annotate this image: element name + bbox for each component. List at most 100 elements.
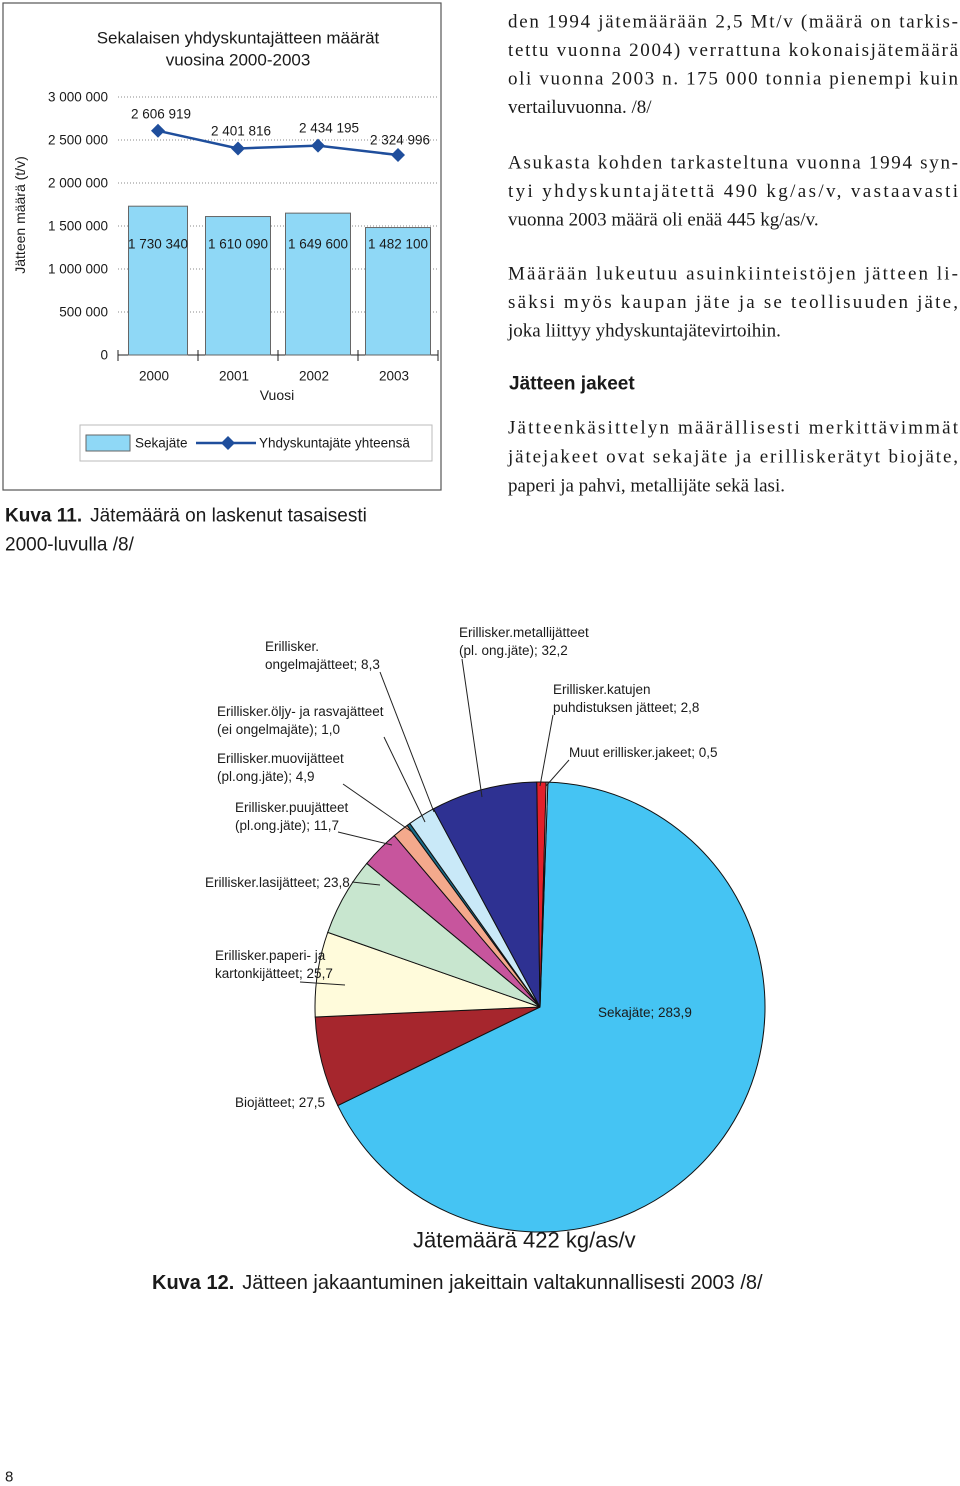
y-tick-label: 2 000 000 bbox=[48, 176, 108, 191]
leader-line bbox=[351, 881, 381, 886]
paragraph-line: oli vuonna 2003 n. 175 000 tonnia pienem… bbox=[508, 69, 959, 90]
paragraph-line: vertailuvuonna. /8/ bbox=[508, 97, 652, 118]
x-axis-label: Vuosi bbox=[260, 387, 295, 403]
legend-frame bbox=[79, 424, 433, 462]
leader-line bbox=[379, 671, 435, 813]
pie-label-line: Sekajäte; 283,9 bbox=[598, 1005, 692, 1020]
line-value-label: 2 434 195 bbox=[299, 121, 359, 136]
pie-label: Erillisker.lasijätteet; 23,8 bbox=[205, 875, 350, 890]
paragraph-line: paperi ja pahvi, metallijäte sekä lasi. bbox=[508, 476, 785, 497]
pie-label-line: Biojätteet; 27,5 bbox=[235, 1095, 325, 1110]
x-tick-label: 2002 bbox=[299, 369, 329, 384]
leader-line bbox=[337, 831, 393, 846]
y-tick-label: 2 500 000 bbox=[48, 133, 108, 148]
pie-label: Erillisker.katujen puhdistuksen jätteet; … bbox=[553, 682, 699, 715]
pie-label-line: puhdistuksen jätteet; 2,8 bbox=[553, 700, 699, 715]
y-tick-label: 1 000 000 bbox=[48, 262, 108, 277]
pie-label-line: ongelmajätteet; 8,3 bbox=[265, 657, 380, 672]
bar bbox=[128, 205, 188, 356]
legend-label: Yhdyskuntajäte yhteensä bbox=[259, 436, 410, 451]
line-value-label: 2 401 816 bbox=[211, 124, 271, 139]
pie-label: Erillisker. ongelmajätteet; 8,3 bbox=[265, 639, 380, 672]
bar bbox=[285, 212, 351, 356]
bar-value-label: 1 610 090 bbox=[208, 237, 268, 252]
line-marker bbox=[151, 123, 165, 138]
pie-slice bbox=[539, 781, 549, 1008]
legend-swatch bbox=[85, 434, 131, 452]
paragraph-line: Asukasta kohden tarkasteltuna vuonna 199… bbox=[508, 153, 958, 174]
bar bbox=[365, 227, 431, 356]
caption-text: Jätemäärä on laskenut tasaisesti bbox=[90, 506, 367, 527]
paragraph-line: joka liittyy yhdyskuntajätevirtoihin. bbox=[507, 321, 781, 342]
line-marker bbox=[391, 148, 405, 163]
pie-label: Erillisker.muovijätteet (pl.ong.jäte); 4,… bbox=[217, 751, 344, 784]
leader-line bbox=[342, 783, 413, 833]
bar bbox=[205, 216, 271, 356]
pie-label-line: Erillisker.metallijätteet bbox=[459, 625, 589, 640]
pie-label-line: Erillisker.paperi- ja bbox=[215, 948, 326, 963]
paragraph-line: Jätteenkäsittelyn määrällisesti merkittä… bbox=[508, 418, 959, 439]
x-tick-label: 2003 bbox=[379, 369, 409, 384]
line-marker bbox=[231, 141, 245, 156]
caption-label: Kuva 12. bbox=[152, 1272, 234, 1294]
x-tick-label: 2000 bbox=[139, 369, 169, 384]
bar-value-label: 1 730 340 bbox=[128, 237, 188, 252]
paragraph-line: tettu vuonna 2004) verrattuna kokonaisjä… bbox=[508, 40, 959, 61]
pie-label: Biojätteet; 27,5 bbox=[235, 1095, 325, 1110]
y-tick-label: 1 500 000 bbox=[48, 219, 108, 234]
pie-label: Sekajäte; 283,9 bbox=[598, 1005, 692, 1020]
legend-swatch bbox=[221, 436, 235, 450]
leader-line bbox=[545, 759, 570, 787]
figure-frame bbox=[2, 2, 442, 491]
pie-label: Erillisker.puujätteet (pl.ong.jäte); 11,7 bbox=[235, 800, 349, 833]
y-axis-label: Jätteen määrä (t/v) bbox=[12, 156, 28, 274]
pie-label-line: (pl.ong.jäte); 4,9 bbox=[217, 769, 315, 784]
bar-value-label: 1 649 600 bbox=[288, 237, 348, 252]
pie-label-line: Erillisker.öljy- ja rasvajätteet bbox=[217, 704, 384, 719]
leader-line bbox=[461, 658, 483, 798]
pie-label-line: (ei ongelmajäte); 1,0 bbox=[217, 722, 340, 737]
leader-line bbox=[299, 981, 346, 986]
leader-line bbox=[383, 736, 426, 823]
pie-slice bbox=[432, 781, 541, 1008]
paragraph-line: säksi myös kaupan jäte ja se teollisuude… bbox=[508, 292, 958, 313]
paragraph-line: tyi yhdyskuntajätettä 490 kg/as/v, vasta… bbox=[508, 181, 958, 202]
pie-label-line: Erillisker.katujen bbox=[553, 682, 651, 697]
pie-label-line: Erillisker. bbox=[265, 639, 319, 654]
leader-line bbox=[539, 714, 554, 787]
line-value-label: 2 606 919 bbox=[131, 107, 191, 122]
pie-label: Muut erillisker.jakeet; 0,5 bbox=[569, 745, 718, 760]
bar-value-label: 1 482 100 bbox=[368, 237, 428, 252]
caption-text: Jätteen jakaantuminen jakeittain valtaku… bbox=[242, 1272, 763, 1294]
caption-label: Kuva 11. bbox=[5, 506, 82, 527]
pie-slice bbox=[337, 781, 766, 1233]
pie-label-line: (pl.ong.jäte); 11,7 bbox=[235, 818, 339, 833]
paragraph-line: Määrään lukeutuu asuinkiinteistöjen jätt… bbox=[508, 264, 958, 285]
line-value-label: 2 324 996 bbox=[370, 133, 430, 148]
pie-label-line: Muut erillisker.jakeet; 0,5 bbox=[569, 745, 718, 760]
pie-label: Erillisker.metallijätteet (pl. ong.jäte);… bbox=[459, 625, 589, 658]
paragraph-line: vuonna 2003 määrä oli enää 445 kg/as/v. bbox=[508, 210, 819, 231]
chart-subtitle: vuosina 2000-2003 bbox=[166, 51, 311, 70]
paragraph-line: jätejakeet ovat sekajäte ja erilliskerät… bbox=[507, 447, 958, 468]
y-tick-label: 0 bbox=[100, 348, 108, 363]
pie-label-line: Erillisker.lasijätteet; 23,8 bbox=[205, 875, 350, 890]
chart-title: Sekalaisen yhdyskuntajätteen määrät bbox=[97, 29, 380, 48]
section-heading: Jätteen jakeet bbox=[509, 374, 635, 395]
page-number: 8 bbox=[5, 1469, 13, 1486]
line bbox=[157, 129, 399, 157]
pie-label-line: (pl. ong.jäte); 32,2 bbox=[459, 643, 568, 658]
x-tick-label: 2001 bbox=[219, 369, 249, 384]
y-tick-label: 3 000 000 bbox=[48, 90, 108, 105]
pie-label: Erillisker.öljy- ja rasvajätteet (ei onge… bbox=[217, 704, 384, 737]
pie-label-line: kartonkijätteet; 25,7 bbox=[215, 966, 333, 981]
legend-label: Sekajäte bbox=[135, 436, 188, 451]
pie-label-line: Erillisker.puujätteet bbox=[235, 800, 349, 815]
pie-label: Erillisker.paperi- ja kartonkijätteet; 25… bbox=[215, 948, 333, 981]
pie-label-line: Erillisker.muovijätteet bbox=[217, 751, 344, 766]
paragraph-line: den 1994 jätemäärään 2,5 Mt/v (määrä on … bbox=[508, 12, 958, 33]
caption-text: 2000-luvulla /8/ bbox=[5, 535, 135, 556]
y-tick-label: 500 000 bbox=[59, 305, 108, 320]
line-marker bbox=[311, 138, 325, 153]
